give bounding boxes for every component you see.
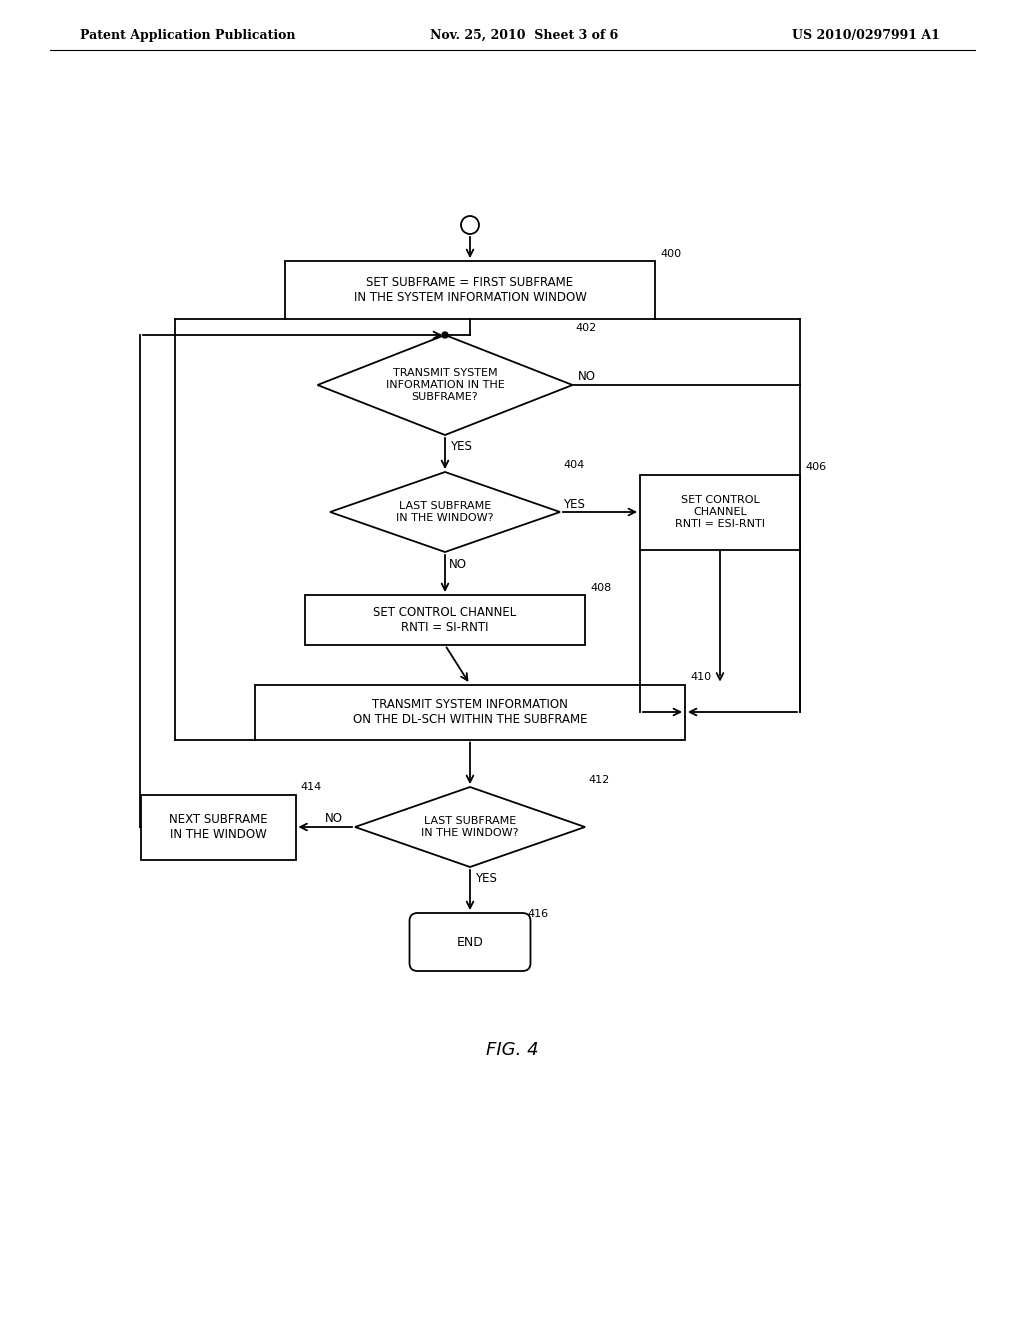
Text: NO: NO xyxy=(449,557,467,570)
FancyBboxPatch shape xyxy=(410,913,530,972)
Text: NO: NO xyxy=(325,813,343,825)
Text: 414: 414 xyxy=(300,783,322,792)
Polygon shape xyxy=(330,473,560,552)
Circle shape xyxy=(442,333,449,338)
Text: 408: 408 xyxy=(590,583,611,593)
Text: LAST SUBFRAME
IN THE WINDOW?: LAST SUBFRAME IN THE WINDOW? xyxy=(421,816,519,838)
Text: Nov. 25, 2010  Sheet 3 of 6: Nov. 25, 2010 Sheet 3 of 6 xyxy=(430,29,618,41)
Text: 412: 412 xyxy=(588,775,609,785)
Text: YES: YES xyxy=(450,441,472,454)
Text: SET CONTROL
CHANNEL
RNTI = ESI-RNTI: SET CONTROL CHANNEL RNTI = ESI-RNTI xyxy=(675,495,765,528)
Text: TRANSMIT SYSTEM
INFORMATION IN THE
SUBFRAME?: TRANSMIT SYSTEM INFORMATION IN THE SUBFR… xyxy=(386,368,505,401)
FancyBboxPatch shape xyxy=(140,795,296,859)
Text: 406: 406 xyxy=(805,462,826,473)
Text: END: END xyxy=(457,936,483,949)
Polygon shape xyxy=(355,787,585,867)
Text: Patent Application Publication: Patent Application Publication xyxy=(80,29,296,41)
Text: YES: YES xyxy=(475,873,497,886)
Text: 410: 410 xyxy=(690,672,711,682)
Text: SET CONTROL CHANNEL
RNTI = SI-RNTI: SET CONTROL CHANNEL RNTI = SI-RNTI xyxy=(374,606,517,634)
Text: TRANSMIT SYSTEM INFORMATION
ON THE DL-SCH WITHIN THE SUBFRAME: TRANSMIT SYSTEM INFORMATION ON THE DL-SC… xyxy=(352,698,587,726)
Text: NEXT SUBFRAME
IN THE WINDOW: NEXT SUBFRAME IN THE WINDOW xyxy=(169,813,267,841)
Text: YES: YES xyxy=(563,498,585,511)
Text: 400: 400 xyxy=(660,249,681,259)
FancyBboxPatch shape xyxy=(255,685,685,739)
Polygon shape xyxy=(317,335,572,436)
FancyBboxPatch shape xyxy=(640,474,800,549)
FancyBboxPatch shape xyxy=(305,595,585,645)
Circle shape xyxy=(461,216,479,234)
Text: NO: NO xyxy=(578,371,596,384)
FancyBboxPatch shape xyxy=(285,261,655,319)
Text: 416: 416 xyxy=(527,909,549,919)
Text: US 2010/0297991 A1: US 2010/0297991 A1 xyxy=(793,29,940,41)
Text: SET SUBFRAME = FIRST SUBFRAME
IN THE SYSTEM INFORMATION WINDOW: SET SUBFRAME = FIRST SUBFRAME IN THE SYS… xyxy=(353,276,587,304)
Text: 404: 404 xyxy=(563,459,585,470)
Text: 402: 402 xyxy=(575,323,597,333)
Text: LAST SUBFRAME
IN THE WINDOW?: LAST SUBFRAME IN THE WINDOW? xyxy=(396,502,494,523)
Text: FIG. 4: FIG. 4 xyxy=(485,1041,539,1059)
